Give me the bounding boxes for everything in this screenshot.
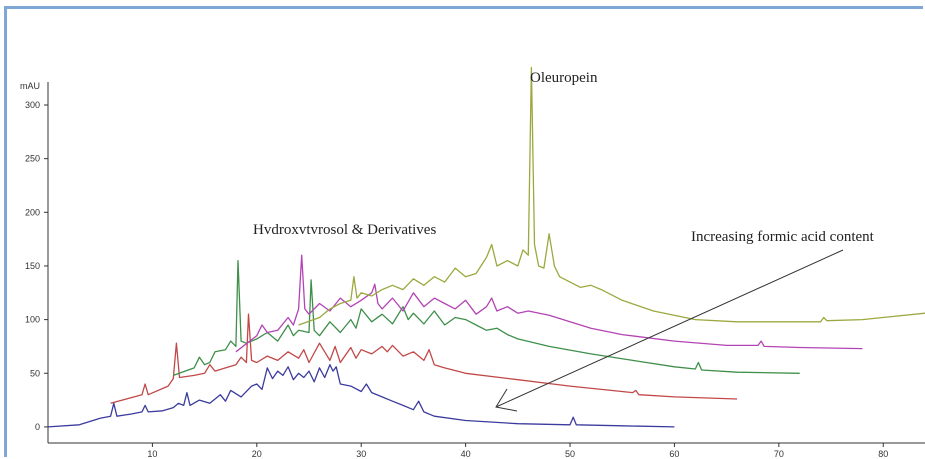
chromatogram-trace-1: [47, 364, 675, 428]
x-tick-label: 60: [669, 449, 679, 459]
y-tick-label: 200: [25, 207, 40, 217]
chromatogram-trace-4: [235, 254, 863, 353]
annotation-formic-acid: Increasing formic acid content: [691, 229, 875, 245]
formic-acid-arrow-head: [495, 388, 518, 412]
series-group: [47, 66, 925, 428]
chart-frame: [4, 6, 923, 457]
chromatogram-trace-3: [173, 259, 800, 377]
y-tick-label: 0: [35, 422, 40, 432]
y-tick-label: 50: [30, 368, 40, 378]
y-tick-label: 150: [25, 261, 40, 271]
y-tick-label: 100: [25, 315, 40, 325]
chromatogram-trace-2: [110, 313, 738, 404]
x-tick-label: 70: [774, 449, 784, 459]
x-tick-label: 40: [461, 449, 471, 459]
y-tick-label: 300: [25, 100, 40, 110]
y-ticks: 0 50 100 150 200 250 300: [25, 100, 48, 432]
y-tick-label: 250: [25, 154, 40, 164]
annotation-oleuropein: Oleuropein: [530, 70, 598, 86]
x-tick-label: 10: [147, 449, 157, 459]
x-tick-label: 20: [252, 449, 262, 459]
x-ticks: 10 20 30 40 50 60 70 80: [147, 443, 888, 459]
y-axis-label: mAU: [20, 81, 40, 91]
chromatogram-trace-5: [298, 66, 925, 326]
formic-acid-arrow-line: [495, 249, 844, 408]
x-tick-label: 30: [356, 449, 366, 459]
x-tick-label: 80: [878, 449, 888, 459]
annotation-hydroxytyrosol: Hvdroxvtvrosol & Derivatives: [253, 222, 436, 238]
x-tick-label: 50: [565, 449, 575, 459]
